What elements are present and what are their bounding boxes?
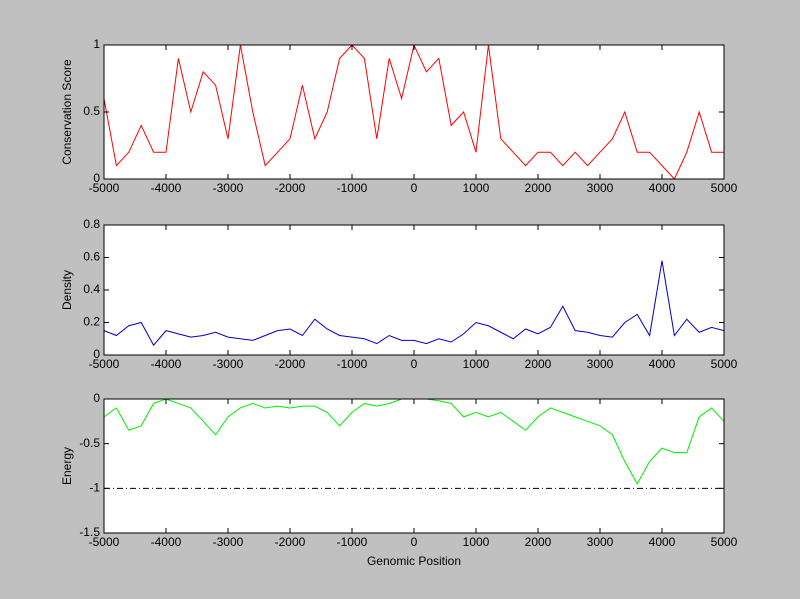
y-tick-label: -1 bbox=[89, 481, 100, 495]
y-tick-label: 0 bbox=[93, 347, 100, 361]
x-tick-label: -4000 bbox=[151, 535, 182, 549]
x-tick-label: 4000 bbox=[649, 181, 676, 195]
x-tick-label: 2000 bbox=[525, 357, 552, 371]
x-tick-label: 1000 bbox=[463, 535, 490, 549]
x-tick-label: 3000 bbox=[587, 535, 614, 549]
x-tick-label: -5000 bbox=[89, 535, 120, 549]
x-tick-label: -2000 bbox=[275, 181, 306, 195]
x-tick-label: 1000 bbox=[463, 181, 490, 195]
y-tick-label: 0.4 bbox=[83, 282, 100, 296]
y-axis-label: Density bbox=[60, 270, 74, 310]
axes-background bbox=[104, 45, 724, 179]
y-tick-label: -0.5 bbox=[79, 436, 100, 450]
x-tick-label: 4000 bbox=[649, 535, 676, 549]
x-tick-label: 0 bbox=[411, 535, 418, 549]
x-tick-label: 5000 bbox=[711, 181, 738, 195]
y-tick-label: 0 bbox=[93, 391, 100, 405]
x-tick-label: 5000 bbox=[711, 357, 738, 371]
y-tick-label: 0.6 bbox=[83, 250, 100, 264]
x-tick-label: -3000 bbox=[213, 181, 244, 195]
x-tick-label: 3000 bbox=[587, 181, 614, 195]
y-tick-label: 0.5 bbox=[83, 104, 100, 118]
y-tick-label: 1 bbox=[93, 37, 100, 51]
x-tick-label: 0 bbox=[411, 357, 418, 371]
x-tick-label: 4000 bbox=[649, 357, 676, 371]
x-tick-label: -2000 bbox=[275, 535, 306, 549]
x-tick-label: 0 bbox=[411, 181, 418, 195]
x-tick-label: -3000 bbox=[213, 535, 244, 549]
x-tick-label: -1000 bbox=[337, 535, 368, 549]
x-tick-label: 2000 bbox=[525, 181, 552, 195]
y-tick-label: 0.8 bbox=[83, 217, 100, 231]
y-tick-label: 0.2 bbox=[83, 315, 100, 329]
x-tick-label: -2000 bbox=[275, 357, 306, 371]
x-tick-label: -1000 bbox=[337, 181, 368, 195]
x-tick-label: -4000 bbox=[151, 181, 182, 195]
x-tick-label: 2000 bbox=[525, 535, 552, 549]
x-tick-label: -1000 bbox=[337, 357, 368, 371]
data-line bbox=[103, 260, 725, 347]
x-tick-label: -5000 bbox=[89, 357, 120, 371]
x-tick-label: 5000 bbox=[711, 535, 738, 549]
x-tick-label: -3000 bbox=[213, 357, 244, 371]
x-tick-label: -5000 bbox=[89, 181, 120, 195]
y-axis-label: Energy bbox=[60, 447, 74, 485]
x-tick-label: 1000 bbox=[463, 357, 490, 371]
x-tick-label: -4000 bbox=[151, 357, 182, 371]
y-axis-label: Conservation Score bbox=[60, 59, 74, 165]
axes-background bbox=[104, 399, 724, 533]
y-tick-label: -1.5 bbox=[79, 525, 100, 539]
x-tick-label: 3000 bbox=[587, 357, 614, 371]
x-axis-label: Genomic Position bbox=[367, 554, 461, 568]
y-tick-label: 0 bbox=[93, 171, 100, 185]
axes-background bbox=[104, 225, 724, 355]
